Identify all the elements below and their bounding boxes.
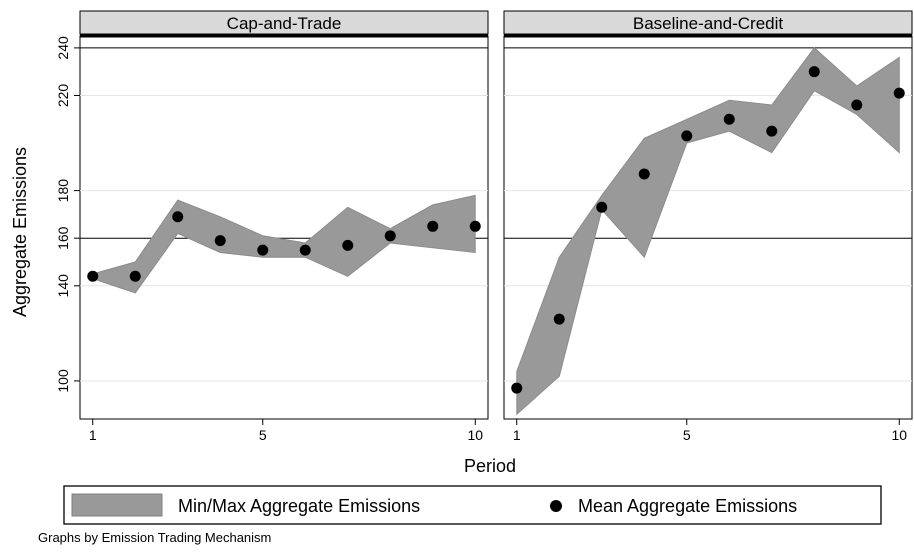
panel-2-x-tick-label-1: 1 (513, 427, 521, 443)
panel-1-mean-point-8 (384, 230, 396, 242)
panel-2: Baseline-and-Credit 1 5 10 (503, 10, 913, 443)
legend-frame (63, 485, 882, 525)
legend-label-mean: Mean Aggregate Emissions (578, 496, 797, 516)
panel-1-mean-point-3 (172, 211, 184, 223)
panel-1-x-tick-label-10: 10 (467, 427, 483, 443)
y-tick-label-140: 140 (55, 274, 71, 298)
x-axis-title: Period (464, 456, 516, 476)
panel-1-minmax-band (92, 194, 476, 294)
legend-band-swatch (71, 493, 163, 517)
y-axis-title: Aggregate Emissions (10, 147, 30, 317)
y-tick-label-240: 240 (55, 36, 71, 60)
panel-2-mean-point-4 (638, 168, 650, 180)
y-tick-label-100: 100 (55, 369, 71, 393)
y-tick-label-180: 180 (55, 179, 71, 203)
panel-1-mean-point-10 (469, 220, 481, 232)
panel-1-x-tick-label-5: 5 (259, 427, 267, 443)
panel-1-mean-point-6 (299, 244, 311, 256)
panel-1-mean-point-1 (87, 270, 99, 282)
panel-2-mean-point-2 (553, 313, 565, 325)
panel-2-mean-point-6 (723, 113, 735, 125)
panel-1-mean-point-4 (214, 235, 226, 247)
panel-2-header (503, 10, 913, 35)
by-caption: Graphs by Emission Trading Mechanism (38, 530, 272, 545)
panel-1: Cap-and-Trade 1 5 10 100 140 160 180 220 240 (55, 10, 489, 443)
panel-2-mean-point-10 (893, 87, 905, 99)
panel-2-x-tick-label-10: 10 (891, 427, 907, 443)
panel-2-title: Baseline-and-Credit (633, 14, 784, 33)
panel-2-x-tick-label-5: 5 (683, 427, 691, 443)
panel-2-mean-point-5 (681, 130, 693, 142)
y-tick-label-220: 220 (55, 84, 71, 108)
panel-2-minmax-band (516, 47, 900, 416)
panel-1-title: Cap-and-Trade (227, 14, 342, 33)
legend-label-minmax: Min/Max Aggregate Emissions (178, 496, 420, 516)
panel-1-x-tick-label-1: 1 (89, 427, 97, 443)
legend: Min/Max Aggregate Emissions Mean Aggrega… (63, 485, 882, 525)
chart-panels: Cap-and-Trade 1 5 10 100 140 160 180 220 240 Basel… (55, 10, 913, 443)
panel-2-mean-point-3 (596, 201, 608, 213)
panel-2-mean-point-8 (808, 66, 820, 78)
panel-2-mean-point-1 (511, 382, 523, 394)
panel-1-mean-point-7 (342, 239, 354, 251)
legend-dot-swatch (550, 500, 562, 512)
panel-1-mean-point-2 (129, 270, 141, 282)
y-tick-label-160: 160 (55, 226, 71, 250)
panel-1-header (79, 10, 489, 35)
panel-1-mean-point-9 (427, 220, 439, 232)
panel-2-mean-point-9 (851, 99, 863, 111)
panel-2-mean-point-7 (766, 125, 778, 137)
panel-1-mean-point-5 (257, 244, 269, 256)
